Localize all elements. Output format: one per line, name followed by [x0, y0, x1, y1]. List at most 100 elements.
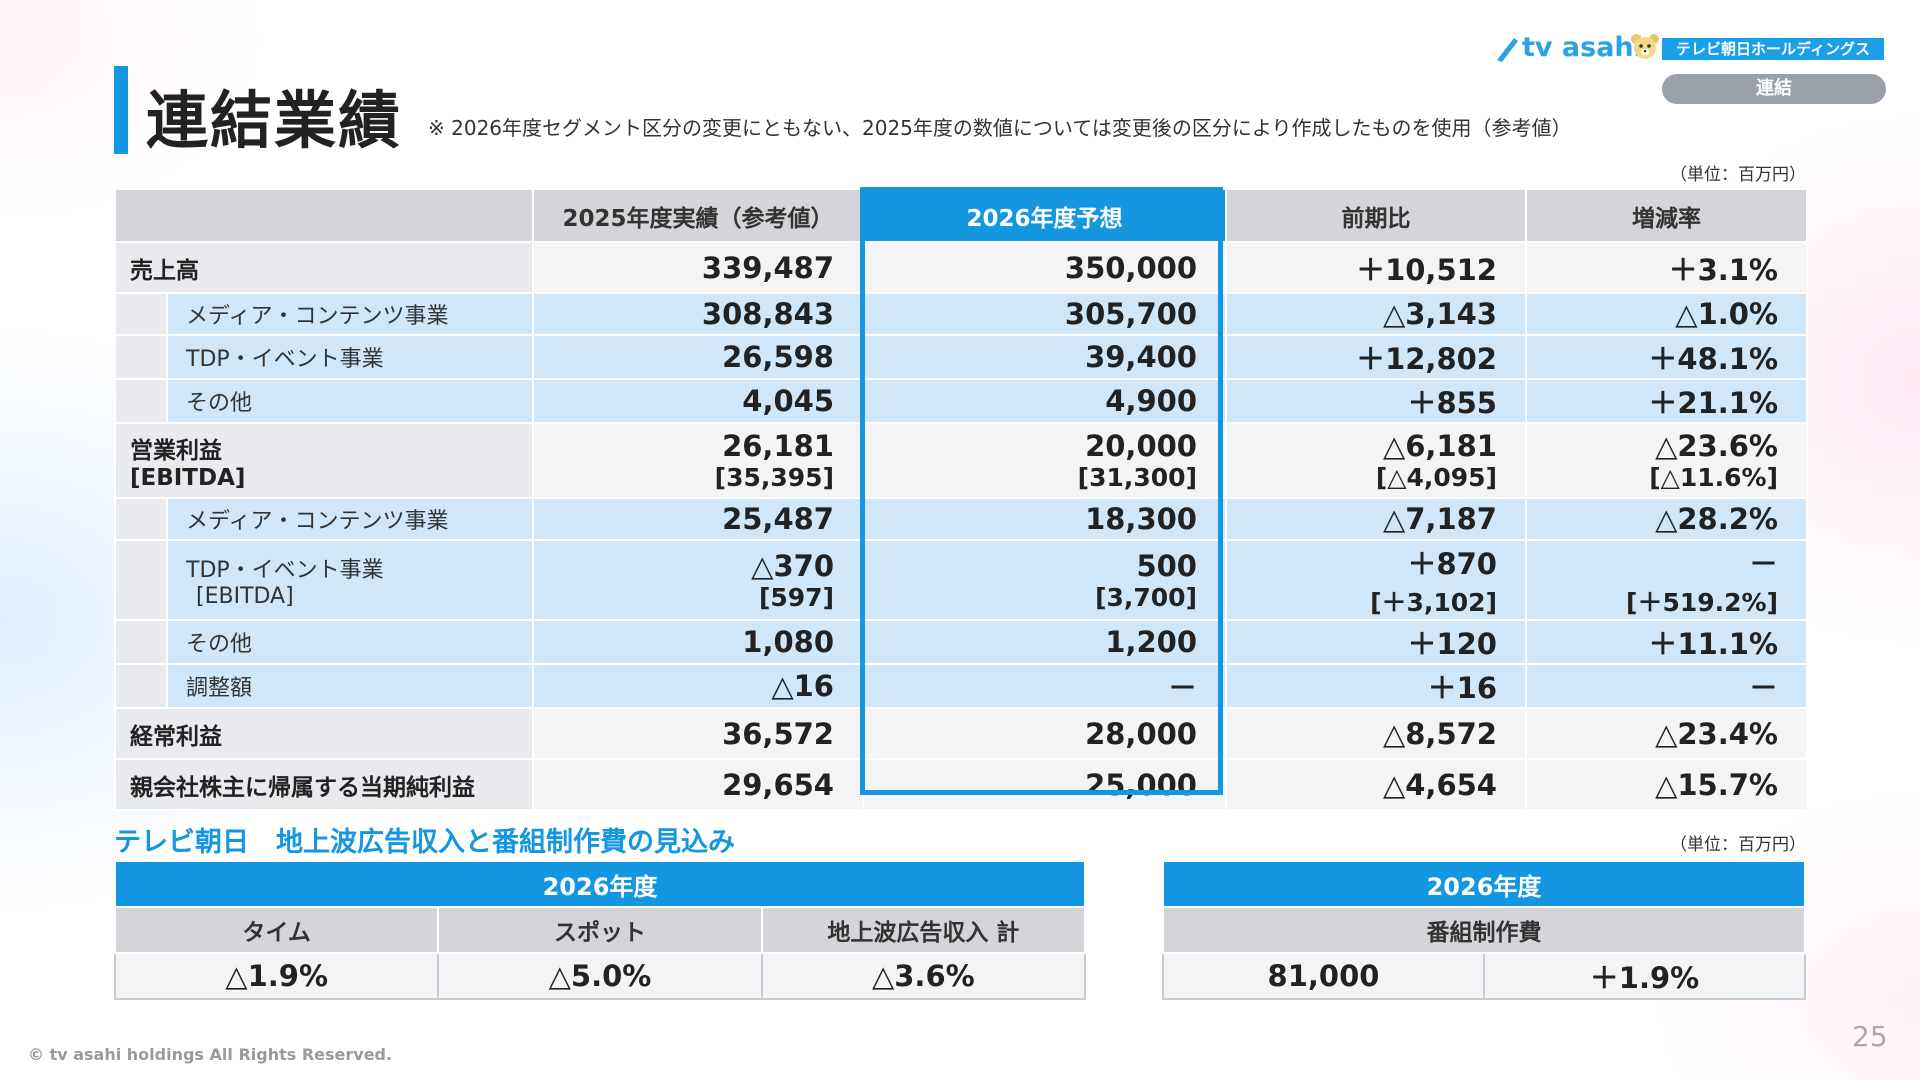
table-row: TDP・イベント事業 [EBITDA] △370 [597] 500 [3,70…: [114, 539, 1808, 621]
value-diff: ＋120: [1225, 619, 1527, 665]
value-diff: ＋10,512: [1225, 241, 1527, 294]
table-row: その他 4,045 4,900 ＋855 ＋21.1%: [114, 378, 1808, 424]
value-2025: 29,654: [532, 758, 864, 811]
unit-label: （単位：百万円）: [1670, 165, 1806, 185]
indent-cell: [114, 539, 168, 621]
value-main: ＋870: [1407, 547, 1497, 581]
ad-year-header: 2026年度: [114, 860, 1086, 908]
row-label: その他: [166, 378, 534, 424]
consolidated-results-table: 2025年度実績（参考値） 2026年度予想 前期比 増減率 売上高 339,4…: [114, 188, 1808, 811]
value-rate: －: [1525, 663, 1808, 709]
production-amount: 81,000: [1162, 952, 1485, 1000]
value-2025: 4,045: [532, 378, 864, 424]
row-label: 営業利益 [EBITDA]: [114, 422, 534, 499]
value-2025: 36,572: [532, 707, 864, 760]
row-label-main: TDP・イベント事業: [186, 557, 384, 583]
value-ebitda: [597]: [758, 582, 834, 612]
value-main: －: [1748, 547, 1778, 581]
title-note: ※ 2026年度セグメント区分の変更にともない、2025年度の数値については変更…: [428, 116, 1572, 140]
indent-cell: [114, 663, 168, 709]
value-2025: 308,843: [532, 292, 864, 336]
value-rate: ＋21.1%: [1525, 378, 1808, 424]
value-rate: ＋3.1%: [1525, 241, 1808, 294]
value-rate: △23.6% [△11.6%]: [1525, 422, 1808, 499]
table-row: 番組制作費: [1162, 906, 1806, 954]
indent-cell: [114, 292, 168, 336]
value-ebitda: [31,300]: [1077, 463, 1197, 492]
row-label-sub: [EBITDA]: [196, 583, 294, 609]
bear-mascot-icon: [1630, 32, 1660, 68]
value-rate: △1.0%: [1525, 292, 1808, 336]
logo-text: tv asahi: [1522, 32, 1643, 63]
value-ebitda: [3,700]: [1095, 582, 1197, 612]
value-2026: 1,200: [862, 619, 1227, 665]
value-rate: △23.4%: [1525, 707, 1808, 760]
value-2025: 25,487: [532, 497, 864, 541]
value-diff: △3,143: [1225, 292, 1527, 336]
row-label: 経常利益: [114, 707, 534, 760]
production-cost-outlook-table: 2026年度 番組制作費 81,000 ＋1.9%: [1162, 860, 1806, 1000]
row-label: 調整額: [166, 663, 534, 709]
indent-cell: [114, 619, 168, 665]
value-diff: △8,572: [1225, 707, 1527, 760]
title-accent-bar: [114, 66, 128, 154]
value-ebitda: [△4,095]: [1375, 463, 1497, 492]
value-rate: － [＋519.2%]: [1525, 539, 1808, 621]
ad-header-total: 地上波広告収入 計: [760, 906, 1087, 954]
value-main: 500: [1136, 548, 1197, 583]
value-main: △6,181: [1382, 429, 1497, 463]
row-label: TDP・イベント事業 [EBITDA]: [166, 539, 534, 621]
table-row: 2026年度: [114, 860, 1086, 908]
value-2026: 18,300: [862, 497, 1227, 541]
ad-header-time: タイム: [113, 906, 440, 954]
value-2026: 500 [3,700]: [862, 539, 1227, 621]
header-blank: [114, 188, 534, 243]
ad-value-time: △1.9%: [113, 952, 440, 1000]
value-main: △370: [751, 548, 834, 583]
table-row: 81,000 ＋1.9%: [1162, 952, 1806, 1000]
value-rate: △15.7%: [1525, 758, 1808, 811]
value-2025: 1,080: [532, 619, 864, 665]
table-row: 経常利益 36,572 28,000 △8,572 △23.4%: [114, 707, 1808, 760]
value-2026: 4,900: [862, 378, 1227, 424]
value-rate: △28.2%: [1525, 497, 1808, 541]
value-diff: △7,187: [1225, 497, 1527, 541]
copyright: © tv asahi holdings All Rights Reserved.: [28, 1045, 393, 1064]
section-pill: 連結: [1662, 74, 1886, 104]
row-label: TDP・イベント事業: [166, 334, 534, 380]
header-2025-actual: 2025年度実績（参考値）: [532, 188, 864, 243]
value-2025: △16: [532, 663, 864, 709]
value-2025: 26,181 [35,395]: [532, 422, 864, 499]
page-title: 連結業績: [146, 84, 403, 157]
table-row: メディア・コンテンツ事業 308,843 305,700 △3,143 △1.0…: [114, 292, 1808, 336]
row-label: その他: [166, 619, 534, 665]
value-2026: 28,000: [862, 707, 1227, 760]
value-main: △23.6%: [1655, 429, 1778, 463]
header-2026-forecast: 2026年度予想: [862, 188, 1227, 243]
logo-badge: テレビ朝日ホールディングス: [1662, 38, 1884, 60]
production-year-header: 2026年度: [1162, 860, 1806, 908]
table-row: 営業利益 [EBITDA] 26,181 [35,395] 20,000 [31…: [114, 422, 1808, 499]
value-rate: ＋48.1%: [1525, 334, 1808, 380]
value-main: 20,000: [1085, 429, 1197, 463]
value-rate: ＋11.1%: [1525, 619, 1808, 665]
header-change-rate: 増減率: [1525, 188, 1808, 243]
table-row: TDP・イベント事業 26,598 39,400 ＋12,802 ＋48.1%: [114, 334, 1808, 380]
value-2025: 339,487: [532, 241, 864, 294]
value-diff: △4,654: [1225, 758, 1527, 811]
pen-stroke-icon: [1494, 36, 1520, 68]
outlook-title: テレビ朝日 地上波広告収入と番組制作費の見込み: [114, 827, 735, 858]
row-label: メディア・コンテンツ事業: [166, 292, 534, 336]
indent-cell: [114, 497, 168, 541]
value-diff: △6,181 [△4,095]: [1225, 422, 1527, 499]
table-row: 売上高 339,487 350,000 ＋10,512 ＋3.1%: [114, 241, 1808, 294]
table-row: メディア・コンテンツ事業 25,487 18,300 △7,187 △28.2%: [114, 497, 1808, 541]
value-diff: ＋12,802: [1225, 334, 1527, 380]
indent-cell: [114, 378, 168, 424]
page-number: 25: [1852, 1020, 1888, 1053]
table-row: 調整額 △16 － ＋16 －: [114, 663, 1808, 709]
table-row: タイム スポット 地上波広告収入 計: [113, 906, 1087, 954]
row-label: 親会社株主に帰属する当期純利益: [114, 758, 534, 811]
value-2026: 39,400: [862, 334, 1227, 380]
production-rate: ＋1.9%: [1483, 952, 1806, 1000]
